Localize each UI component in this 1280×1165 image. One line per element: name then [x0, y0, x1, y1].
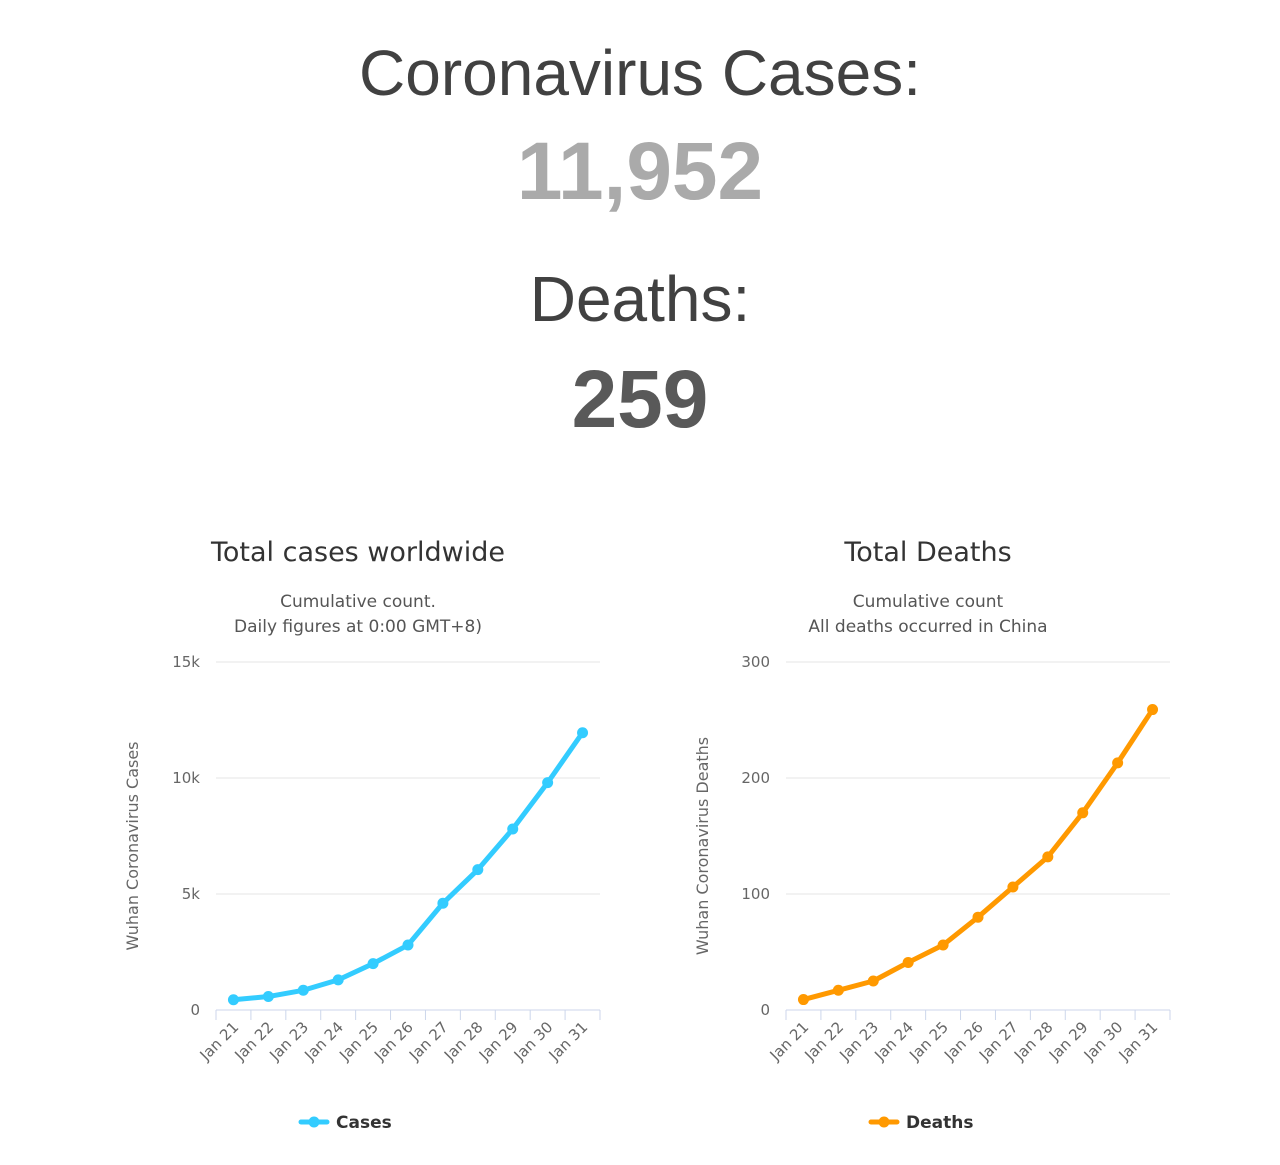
deaths-data-point[interactable]: [902, 956, 914, 968]
cases-chart-title: Total cases worldwide: [210, 537, 505, 568]
deaths-data-point[interactable]: [1147, 704, 1159, 716]
cases-x-tick-label: Jan 24: [300, 1018, 347, 1065]
cases-y-tick-label: 0: [190, 1001, 200, 1019]
cases-chart-subtitle-line: Daily figures at 0:00 GMT+8): [234, 617, 482, 637]
cases-x-tick-label: Jan 21: [196, 1018, 243, 1065]
cases-x-tick-label: Jan 30: [510, 1018, 557, 1065]
deaths-x-tick-label: Jan 22: [801, 1018, 848, 1065]
deaths-x-tick-label: Jan 31: [1115, 1018, 1162, 1065]
cases-count: 11,952: [516, 126, 764, 217]
deaths-legend-label[interactable]: Deaths: [906, 1113, 973, 1133]
cases-x-tick-label: Jan 23: [265, 1018, 312, 1065]
deaths-data-point[interactable]: [1007, 881, 1019, 893]
cases-data-point[interactable]: [542, 777, 554, 789]
deaths-count: 259: [571, 354, 709, 445]
deaths-y-tick-label: 300: [741, 653, 770, 671]
cases-data-point[interactable]: [577, 727, 589, 739]
cases-y-tick-label: 10k: [172, 769, 200, 787]
cases-x-tick-label: Jan 25: [335, 1018, 382, 1065]
deaths-chart-title: Total Deaths: [843, 537, 1011, 568]
deaths-x-tick-label: Jan 29: [1045, 1018, 1092, 1065]
cases-chart-subtitle-line: Cumulative count.: [280, 592, 436, 612]
deaths-x-tick-label: Jan 21: [766, 1018, 813, 1065]
cases-legend-symbol-marker: [308, 1116, 320, 1128]
deaths-data-point[interactable]: [1042, 851, 1054, 863]
deaths-x-tick-label: Jan 26: [940, 1018, 987, 1065]
cases-y-tick-label: 15k: [172, 653, 200, 671]
total-deaths-chart: Total Deaths Cumulative count All deaths o…: [650, 520, 1210, 1150]
cases-x-tick-label: Jan 27: [405, 1018, 452, 1065]
total-cases-chart-svg: Total cases worldwide Cumulative count. Da…: [123, 537, 601, 1133]
cases-y-axis-title: Wuhan Coronavirus Cases: [123, 741, 142, 950]
cases-legend-label[interactable]: Cases: [336, 1113, 392, 1133]
cases-y-tick-label: 5k: [182, 885, 201, 903]
deaths-legend-symbol-marker: [878, 1116, 890, 1128]
deaths-chart-subtitle-line: All deaths occurred in China: [808, 617, 1047, 637]
cases-data-point[interactable]: [507, 823, 519, 835]
deaths-heading: Deaths:: [529, 263, 751, 335]
cases-heading: Coronavirus Cases:: [359, 37, 921, 109]
total-deaths-chart-svg: Total Deaths Cumulative count All deaths o…: [693, 537, 1171, 1133]
deaths-chart-subtitle-line: Cumulative count: [853, 592, 1004, 612]
deaths-data-point[interactable]: [832, 984, 844, 996]
cases-data-point[interactable]: [297, 984, 309, 996]
deaths-data-point[interactable]: [1077, 807, 1089, 819]
deaths-x-tick-label: Jan 27: [975, 1018, 1022, 1065]
cases-x-tick-label: Jan 31: [545, 1018, 592, 1065]
cases-x-tick-label: Jan 22: [231, 1018, 278, 1065]
cases-x-tick-label: Jan 29: [475, 1018, 522, 1065]
deaths-x-tick-label: Jan 25: [905, 1018, 952, 1065]
cases-data-point[interactable]: [262, 991, 274, 1003]
deaths-data-point[interactable]: [797, 994, 809, 1006]
cases-data-point[interactable]: [367, 958, 379, 970]
cases-data-point[interactable]: [227, 994, 239, 1006]
deaths-series-line: [800, 707, 1156, 1003]
deaths-y-tick-label: 0: [760, 1001, 770, 1019]
deaths-y-axis-title: Wuhan Coronavirus Deaths: [693, 737, 712, 955]
deaths-y-tick-label: 200: [741, 769, 770, 787]
deaths-x-tick-label: Jan 23: [835, 1018, 882, 1065]
cases-x-tick-label: Jan 28: [440, 1018, 487, 1065]
cases-x-tick-label: Jan 26: [370, 1018, 417, 1065]
deaths-x-tick-label: Jan 28: [1010, 1018, 1057, 1065]
deaths-data-point[interactable]: [1112, 757, 1124, 769]
deaths-y-tick-label: 100: [741, 885, 770, 903]
cases-series-line: [230, 730, 586, 1003]
deaths-data-point[interactable]: [972, 911, 984, 923]
deaths-x-tick-label: Jan 30: [1080, 1018, 1127, 1065]
cases-data-point[interactable]: [472, 864, 484, 876]
cases-data-point[interactable]: [437, 897, 449, 909]
total-cases-chart: Total cases worldwide Cumulative count. Da…: [80, 520, 640, 1150]
cases-data-point[interactable]: [402, 939, 414, 951]
deaths-data-point[interactable]: [937, 939, 949, 951]
deaths-x-tick-label: Jan 24: [870, 1018, 917, 1065]
cases-data-point[interactable]: [332, 974, 344, 986]
deaths-data-point[interactable]: [867, 975, 879, 987]
